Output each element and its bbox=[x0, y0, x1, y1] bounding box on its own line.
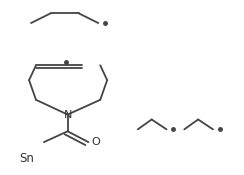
Text: N: N bbox=[63, 110, 72, 120]
Text: Sn: Sn bbox=[19, 152, 34, 165]
Text: O: O bbox=[91, 137, 100, 147]
